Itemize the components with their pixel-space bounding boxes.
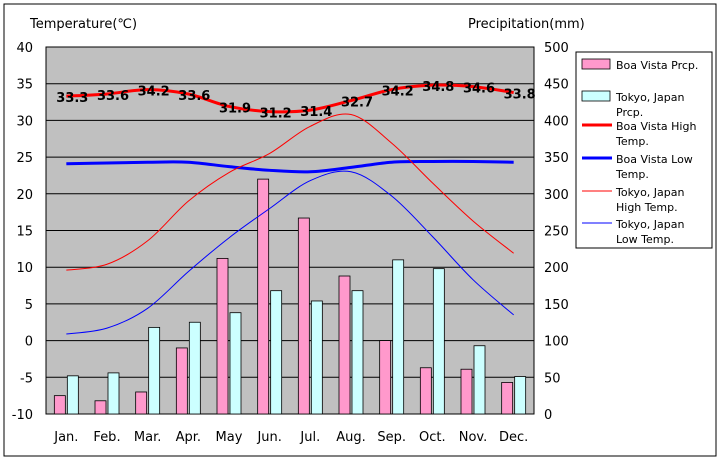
- month-label: Apr.: [176, 430, 201, 445]
- line-tokyo-low-temp: [66, 170, 514, 335]
- left-tick-label: 15: [16, 225, 33, 240]
- left-tick-label: 30: [16, 114, 33, 129]
- left-tick-label: 40: [16, 41, 33, 56]
- legend-boa-vista-high-label: Boa Vista High: [616, 120, 696, 133]
- legend-boa-vista-low-label: Temp.: [615, 168, 649, 181]
- bar-boa-vista-prcp: [257, 178, 270, 415]
- line-marks: [66, 83, 514, 335]
- month-label: May: [216, 430, 243, 445]
- month-label: Feb.: [93, 430, 120, 445]
- high-temp-label: 34.2: [382, 85, 414, 100]
- month-label: Dec.: [499, 430, 528, 445]
- bar-tokyo-prcp: [392, 259, 405, 415]
- right-tick-label: 200: [544, 261, 569, 276]
- high-temp-label: 34.6: [463, 82, 495, 97]
- right-tick-label: 250: [544, 225, 569, 240]
- left-tick-label: -5: [20, 371, 33, 386]
- left-tick-label: 25: [16, 151, 33, 166]
- legend-tokyo-prcp-label: Prcp.: [616, 106, 643, 119]
- bar-tokyo-prcp: [514, 376, 527, 415]
- legend-tokyo-prcp-label: Tokyo, Japan: [615, 91, 684, 104]
- bar-tokyo-prcp: [473, 345, 486, 415]
- bar-boa-vista-prcp: [297, 217, 310, 415]
- bar-tokyo-prcp: [107, 372, 120, 415]
- right-tick-label: 450: [544, 78, 569, 93]
- legend-tokyo-low-label: Tokyo, Japan: [615, 218, 684, 231]
- high-temp-label: 33.8: [504, 88, 536, 103]
- x-axis: Jan. Feb. Mar. Apr. May Jun. Jul. Aug. Sep. Oct. N…: [53, 430, 528, 445]
- bar-boa-vista-prcp: [53, 395, 66, 415]
- bar-tokyo-prcp: [188, 321, 201, 415]
- left-tick-label: 5: [25, 298, 33, 313]
- left-tick-label: 10: [16, 261, 33, 276]
- legend-boa-vista-low-label: Boa Vista Low: [616, 153, 693, 166]
- high-temp-label: 34.2: [138, 85, 170, 100]
- left-tick-label: -10: [12, 408, 33, 423]
- left-tick-label: 20: [16, 188, 33, 203]
- right-tick-label: 150: [544, 298, 569, 313]
- high-temp-label: 34.8: [422, 80, 454, 95]
- legend-tokyo-low-label: Low Temp.: [616, 233, 674, 246]
- data-labels: 33.3 33.6 34.2 33.6 31.9 31.2 31.4 32.7 34.2 34.8…: [56, 80, 535, 121]
- bar-marks: [53, 178, 527, 415]
- bar-boa-vista-prcp: [379, 340, 392, 415]
- high-temp-label: 33.6: [178, 89, 210, 104]
- month-label: Nov.: [459, 430, 488, 445]
- bar-boa-vista-prcp: [135, 391, 148, 415]
- legend-boa-vista-prcp-swatch: [581, 58, 611, 70]
- bar-tokyo-prcp: [229, 312, 242, 415]
- left-axis: 40 35 30 25 20 15 10 5 0 -5 -10: [12, 41, 33, 423]
- high-temp-label: 31.2: [260, 107, 292, 122]
- legend-boa-vista-high-label: Temp.: [615, 135, 649, 148]
- left-tick-label: 35: [16, 78, 33, 93]
- left-axis-title: Temperature(℃): [29, 17, 137, 32]
- high-temp-label: 31.4: [300, 105, 332, 120]
- legend-tokyo-high-label: High Temp.: [616, 201, 678, 214]
- legend-boa-vista-prcp-label: Boa Vista Prcp.: [616, 59, 698, 72]
- bar-boa-vista-prcp: [338, 275, 351, 415]
- bar-tokyo-prcp: [310, 300, 323, 415]
- high-temp-label: 31.9: [219, 101, 251, 116]
- line-boa-vista-high-temp: [66, 83, 514, 114]
- legend-box: [575, 51, 713, 249]
- month-label: Jul.: [299, 430, 320, 445]
- high-temp-label: 33.6: [97, 89, 129, 104]
- bar-boa-vista-prcp: [419, 367, 432, 415]
- high-temp-label: 32.7: [341, 96, 373, 111]
- bar-boa-vista-prcp: [175, 347, 188, 415]
- bar-tokyo-prcp: [66, 375, 79, 415]
- bar-boa-vista-prcp: [501, 382, 514, 415]
- line-boa-vista-low-temp: [66, 159, 514, 174]
- month-label: Mar.: [134, 430, 161, 445]
- legend-tokyo-high-label: Tokyo, Japan: [615, 186, 684, 199]
- bar-tokyo-prcp: [351, 290, 364, 415]
- month-label: Sep.: [377, 430, 406, 445]
- legend-tokyo-prcp-swatch: [581, 90, 611, 102]
- right-axis-title: Precipitation(mm): [468, 17, 585, 32]
- bar-boa-vista-prcp: [94, 400, 107, 415]
- bar-tokyo-prcp: [270, 290, 283, 415]
- left-tick-label: 0: [25, 335, 33, 350]
- month-label: Oct.: [419, 430, 446, 445]
- right-tick-label: 300: [544, 188, 569, 203]
- right-tick-label: 50: [544, 371, 561, 386]
- right-tick-label: 350: [544, 151, 569, 166]
- bar-boa-vista-prcp: [460, 368, 473, 415]
- grid-lines: [46, 83, 534, 378]
- bar-boa-vista-prcp: [216, 257, 229, 415]
- line-tokyo-high-temp: [66, 113, 514, 271]
- right-tick-label: 500: [544, 41, 569, 56]
- month-label: Aug.: [336, 430, 366, 445]
- right-tick-label: 100: [544, 335, 569, 350]
- month-label: Jan.: [53, 430, 78, 445]
- bar-tokyo-prcp: [432, 268, 445, 415]
- high-temp-label: 33.3: [56, 91, 88, 106]
- month-label: Jun.: [256, 430, 281, 445]
- bar-tokyo-prcp: [148, 326, 161, 415]
- right-tick-label: 0: [544, 408, 552, 423]
- right-tick-label: 400: [544, 114, 569, 129]
